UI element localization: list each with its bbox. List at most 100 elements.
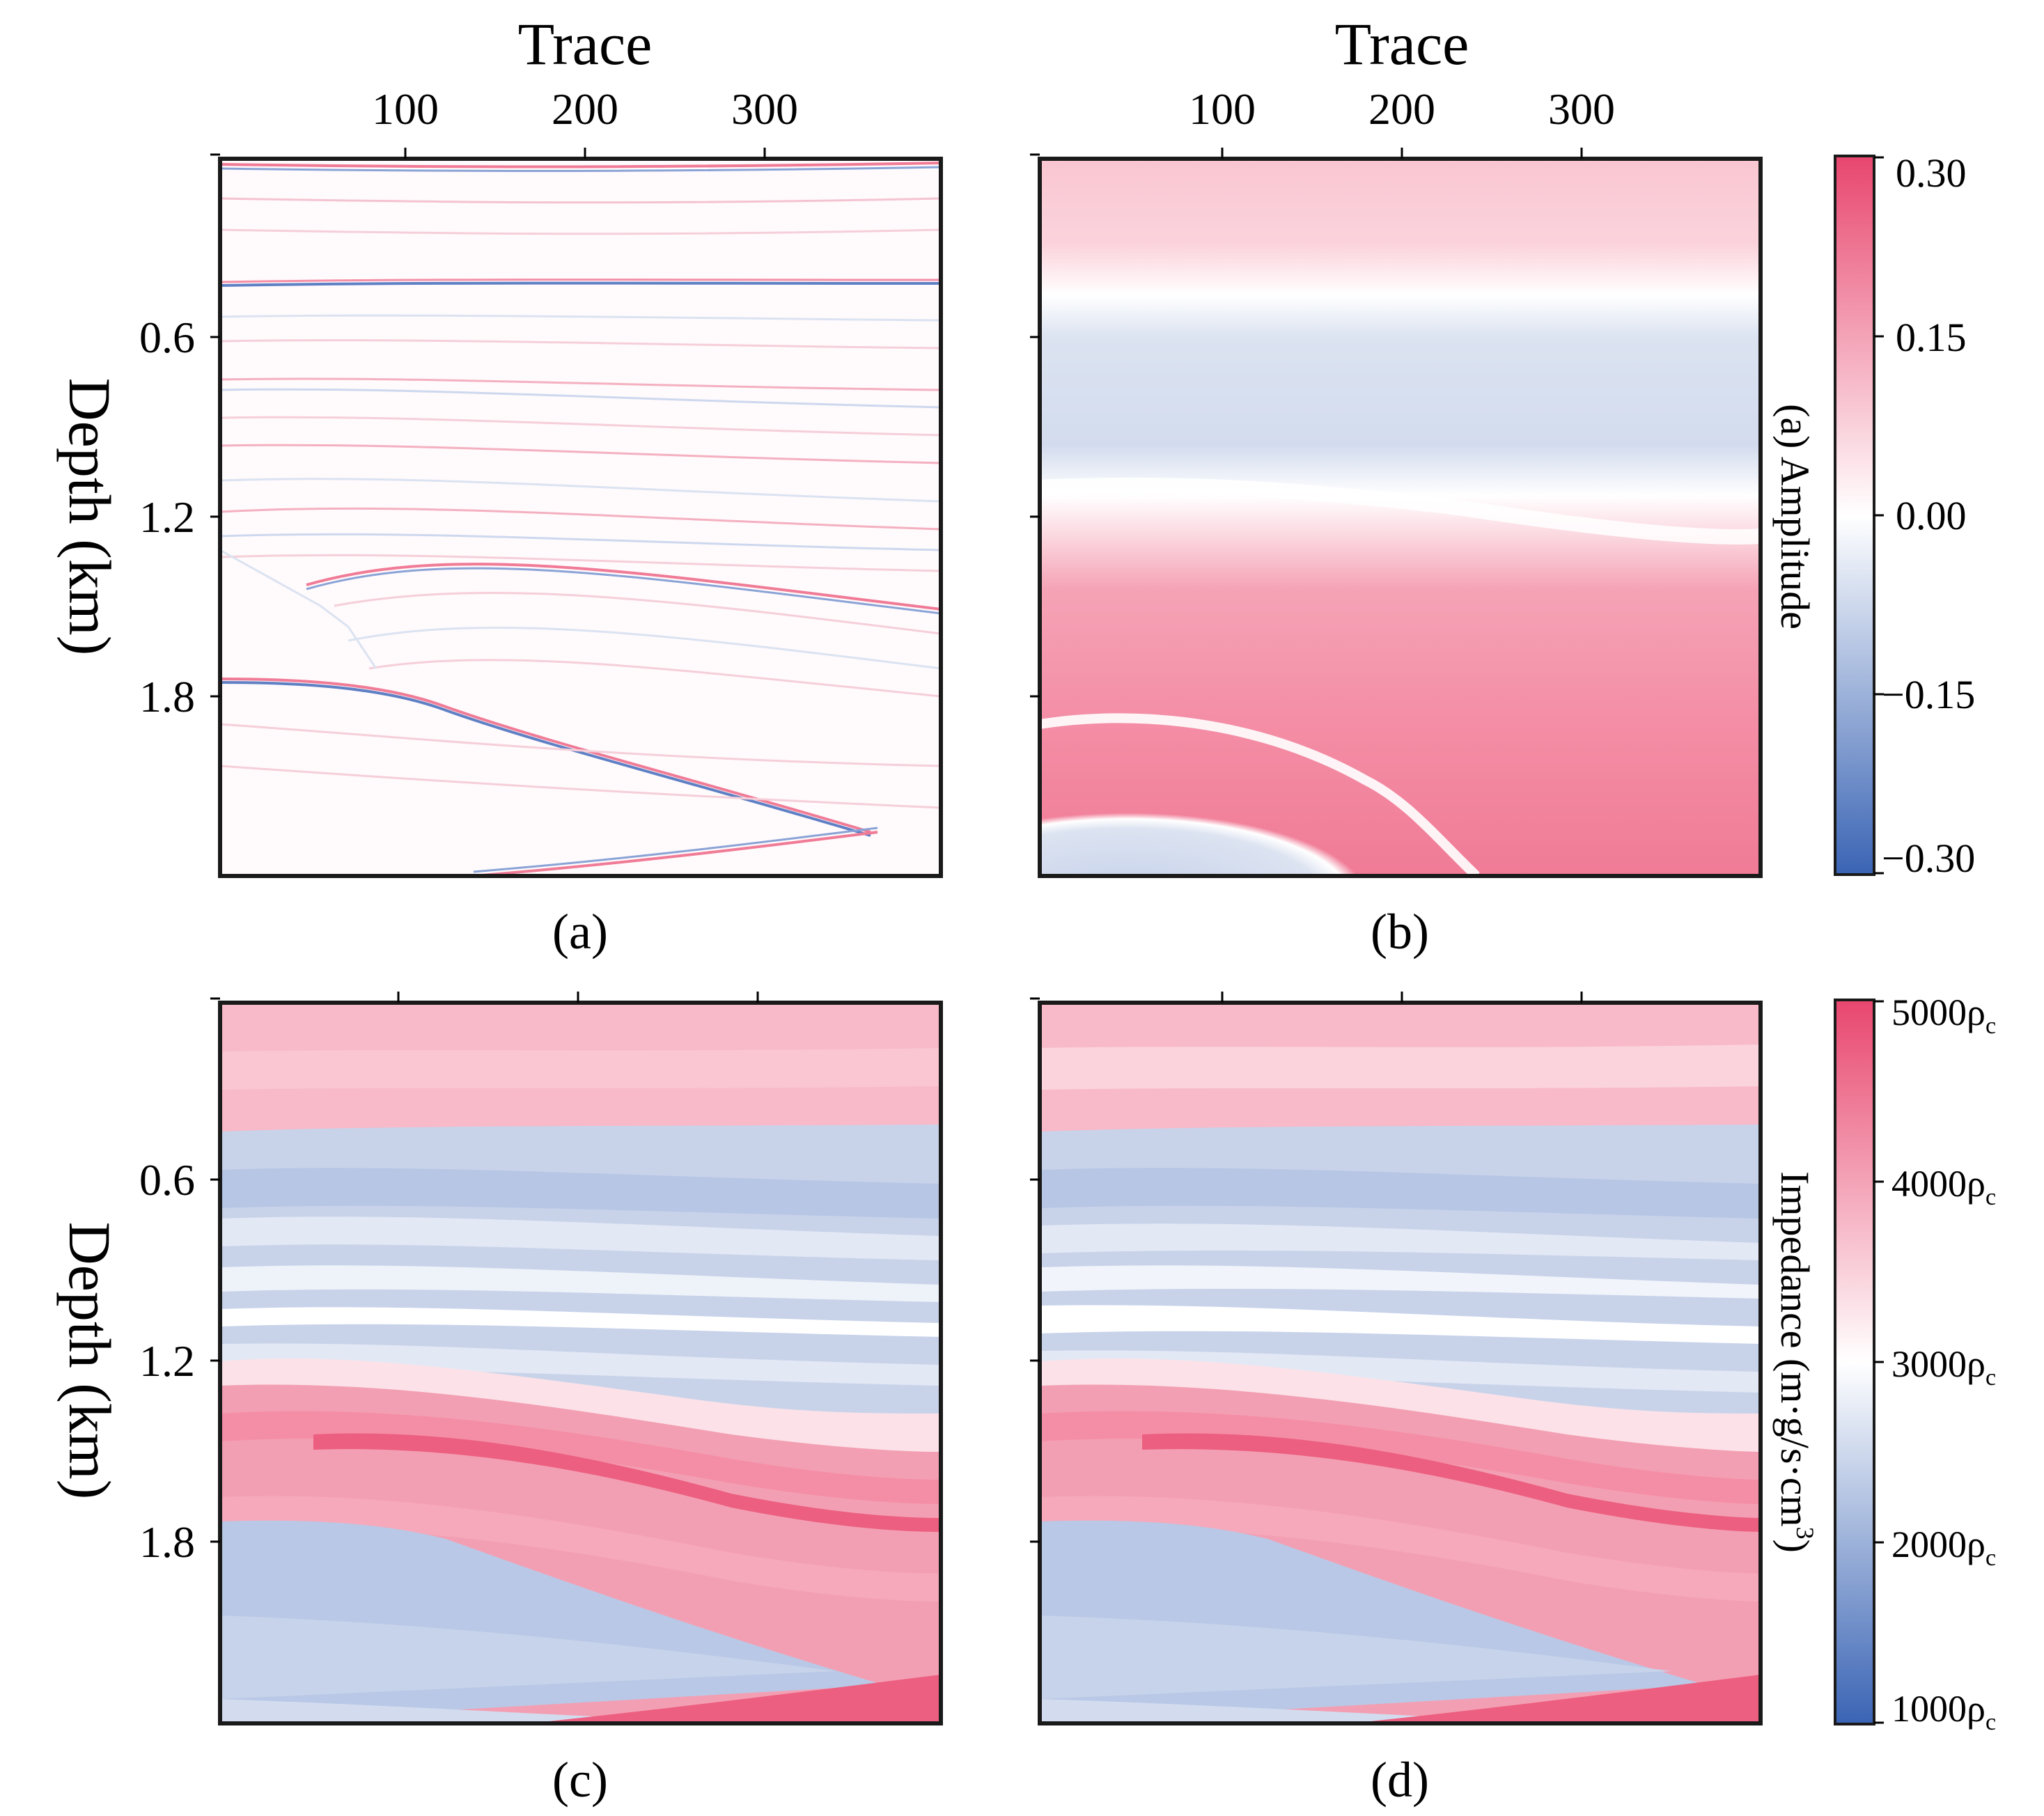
panel-b-low-zone-edge xyxy=(1040,713,1480,876)
colorbar-impedance-label-sup: 3 xyxy=(1791,1527,1819,1540)
reflector-line xyxy=(220,162,941,169)
reflector-line xyxy=(220,228,941,235)
x-tick-labels-a: 100 200 300 xyxy=(372,84,798,134)
reflector-line xyxy=(220,377,941,391)
panel-a-background xyxy=(220,159,941,876)
x-axis-title-b: Trace xyxy=(1335,10,1469,77)
y-tick-label: 0.6 xyxy=(139,313,195,362)
reflector-line xyxy=(220,765,941,809)
impedance-layer xyxy=(220,1699,766,1723)
panel-d-frame xyxy=(1038,1001,1763,1725)
impedance-layer xyxy=(1040,1223,1761,1260)
cbar-tick-label: −0.30 xyxy=(1882,836,1975,881)
y-tick-labels-a: 0.6 1.2 1.8 xyxy=(139,313,195,721)
impedance-layer xyxy=(220,1615,836,1699)
impedance-layer xyxy=(220,1168,941,1219)
cbar-tick-value: 2000ρ xyxy=(1891,1524,1986,1565)
impedance-layer xyxy=(529,1675,941,1723)
impedance-layer xyxy=(1040,1359,1761,1455)
cbar-tick-label: 3000ρc xyxy=(1891,1343,1996,1391)
panel-b xyxy=(1038,157,1763,878)
x-axis-title-a: Trace xyxy=(518,10,653,77)
caption-b: (b) xyxy=(1371,904,1429,960)
reflector-line xyxy=(368,659,941,698)
x-tick-label: 200 xyxy=(1368,84,1435,134)
reflector-line xyxy=(220,388,941,409)
impedance-layer xyxy=(220,1265,941,1302)
colorbar-impedance: 5000ρc 4000ρc 3000ρc 2000ρc 1000ρc Imped… xyxy=(1772,992,1996,1735)
reflector-line xyxy=(220,416,941,437)
x-tick-label: 100 xyxy=(372,84,439,134)
impedance-layer xyxy=(1040,1305,1761,1344)
reflector-line xyxy=(220,478,941,503)
reflector-line xyxy=(220,723,941,767)
impedance-layer xyxy=(220,1216,941,1260)
colorbar-amplitude-bar xyxy=(1834,155,1875,876)
impedance-layer xyxy=(1040,1615,1671,1699)
cbar-tick-subscript: c xyxy=(1986,1545,1996,1571)
colorbar-impedance-label-close: ) xyxy=(1772,1540,1818,1553)
y-axis-title-c: Depth (km) xyxy=(56,1222,123,1500)
panel-b-white-contour xyxy=(1040,477,1761,545)
reflector-line xyxy=(220,279,941,283)
reflector-line xyxy=(220,549,377,669)
x-tick-label: 300 xyxy=(1548,84,1615,134)
y-tick-label: 0.6 xyxy=(139,1155,195,1205)
impedance-layer xyxy=(1142,1433,1761,1532)
cbar-tick-label: −0.15 xyxy=(1882,672,1975,717)
caption-c: (c) xyxy=(552,1752,608,1808)
cbar-tick-value: 4000ρ xyxy=(1891,1163,1986,1205)
reflector-line xyxy=(334,591,941,635)
impedance-layer xyxy=(313,1433,941,1532)
colorbar-amplitude: 0.30 0.15 0.00 −0.15 −0.30 (a) Amplitude xyxy=(1772,150,1975,881)
reflector-line xyxy=(220,507,941,531)
cbar-tick-subscript: c xyxy=(1986,1184,1996,1210)
cbar-tick-value: 1000ρ xyxy=(1891,1688,1986,1730)
y-tick-label: 1.8 xyxy=(139,1517,195,1567)
cbar-tick-label: 1000ρc xyxy=(1891,1688,1996,1735)
cbar-tick-label: 0.30 xyxy=(1896,150,1967,196)
impedance-layer xyxy=(1040,1265,1761,1299)
reflector-line xyxy=(220,314,941,322)
reflector-line xyxy=(220,339,941,350)
impedance-layer xyxy=(220,1359,941,1455)
cbar-tick-subscript: c xyxy=(1986,1013,1996,1039)
colorbar-amplitude-label: (a) Amplitude xyxy=(1772,404,1818,629)
reflector-line xyxy=(220,681,871,837)
panel-b-low-zone xyxy=(1040,718,1476,876)
reflector-line xyxy=(348,626,941,670)
colorbar-impedance-label: Impedance (m·g/s·cm3) xyxy=(1772,1171,1819,1553)
panel-c-frame xyxy=(218,1001,943,1725)
colorbar-impedance-label-main: Impedance (m·g/s·cm xyxy=(1772,1171,1818,1527)
panel-a xyxy=(218,157,943,878)
reflector-line xyxy=(306,567,941,615)
reflector-line xyxy=(220,533,941,551)
y-tick-label: 1.2 xyxy=(139,492,195,542)
reflector-line xyxy=(473,831,878,876)
impedance-layer xyxy=(1040,1496,1761,1602)
cbar-tick-label: 2000ρc xyxy=(1891,1524,1996,1571)
panel-c xyxy=(218,1001,943,1725)
x-tick-labels-b: 100 200 300 xyxy=(1189,84,1615,134)
impedance-layer xyxy=(220,1048,941,1090)
reflector-line xyxy=(220,281,941,287)
impedance-layer xyxy=(1040,1168,1761,1219)
impedance-layer xyxy=(220,1496,941,1602)
y-axis-title-a: Depth (km) xyxy=(56,378,123,656)
reflector-line xyxy=(473,827,878,873)
cbar-tick-label: 0.15 xyxy=(1896,315,1967,360)
caption-d: (d) xyxy=(1371,1752,1429,1808)
cbar-tick-value: 3000ρ xyxy=(1891,1343,1986,1385)
reflector-line xyxy=(306,563,941,611)
impedance-layer xyxy=(1040,1044,1761,1090)
axis-ticks xyxy=(210,148,1583,1543)
y-tick-labels-c: 0.6 1.2 1.8 xyxy=(139,1155,195,1567)
x-tick-label: 200 xyxy=(552,84,618,134)
y-tick-label: 1.8 xyxy=(139,672,195,721)
reflector-line xyxy=(220,678,871,833)
impedance-layer xyxy=(220,1307,941,1337)
panel-d xyxy=(1038,1001,1763,1725)
impedance-layer xyxy=(1040,1350,1761,1393)
cbar-tick-value: 5000ρ xyxy=(1891,992,1986,1033)
